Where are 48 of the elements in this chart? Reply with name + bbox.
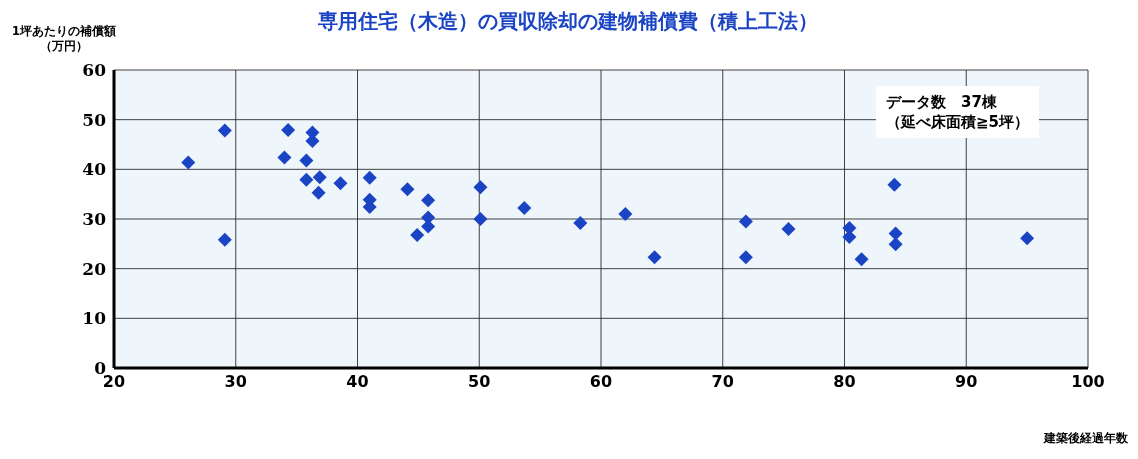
point <box>517 201 532 216</box>
point <box>647 250 662 265</box>
annotation: データ数 37棟 <box>886 92 998 112</box>
point <box>217 123 232 138</box>
annotation: （延べ床面積≧5坪） <box>886 112 1030 132</box>
y-tick-label: 50 <box>82 109 107 130</box>
point <box>888 237 903 252</box>
point <box>887 177 902 192</box>
point <box>573 215 588 230</box>
point <box>312 170 327 185</box>
point <box>738 250 753 265</box>
x-tick-label: 100 <box>1071 372 1105 392</box>
point <box>618 207 633 222</box>
point <box>311 185 326 200</box>
point <box>1020 231 1035 246</box>
x-axis-title: 建築後経過年数 <box>1044 430 1128 447</box>
chart-title: 専用住宅（木造）の買収除却の建物補償費（積上工法） <box>318 9 818 33</box>
point <box>888 226 903 241</box>
point <box>473 180 488 195</box>
point <box>421 193 436 208</box>
point <box>299 153 314 168</box>
point <box>181 155 196 170</box>
x-tick-label: 40 <box>346 372 369 392</box>
y-tick-label: 30 <box>82 209 107 230</box>
point <box>217 232 232 247</box>
point <box>299 172 314 187</box>
y-tick-label: 10 <box>82 308 107 329</box>
x-tick-label: 50 <box>468 372 491 392</box>
x-tick-label: 30 <box>224 372 247 392</box>
point <box>781 221 796 236</box>
point <box>400 182 415 197</box>
point <box>281 123 296 138</box>
x-tick-label: 60 <box>589 372 613 392</box>
x-tick-label: 70 <box>711 372 734 392</box>
point <box>333 176 348 191</box>
point <box>305 134 320 149</box>
y-tick-label: 60 <box>82 60 107 81</box>
y-tick-label: 40 <box>82 159 107 180</box>
x-tick-label: 90 <box>955 372 978 392</box>
point <box>410 227 425 242</box>
point <box>473 212 488 226</box>
point <box>277 150 292 165</box>
point <box>854 252 869 267</box>
y-tick-label: 20 <box>82 258 107 279</box>
point <box>362 170 377 185</box>
point <box>738 214 753 229</box>
x-tick-label: 80 <box>833 372 856 392</box>
y-axis-title: 1坪あたりの補償額（万円） <box>10 24 118 54</box>
